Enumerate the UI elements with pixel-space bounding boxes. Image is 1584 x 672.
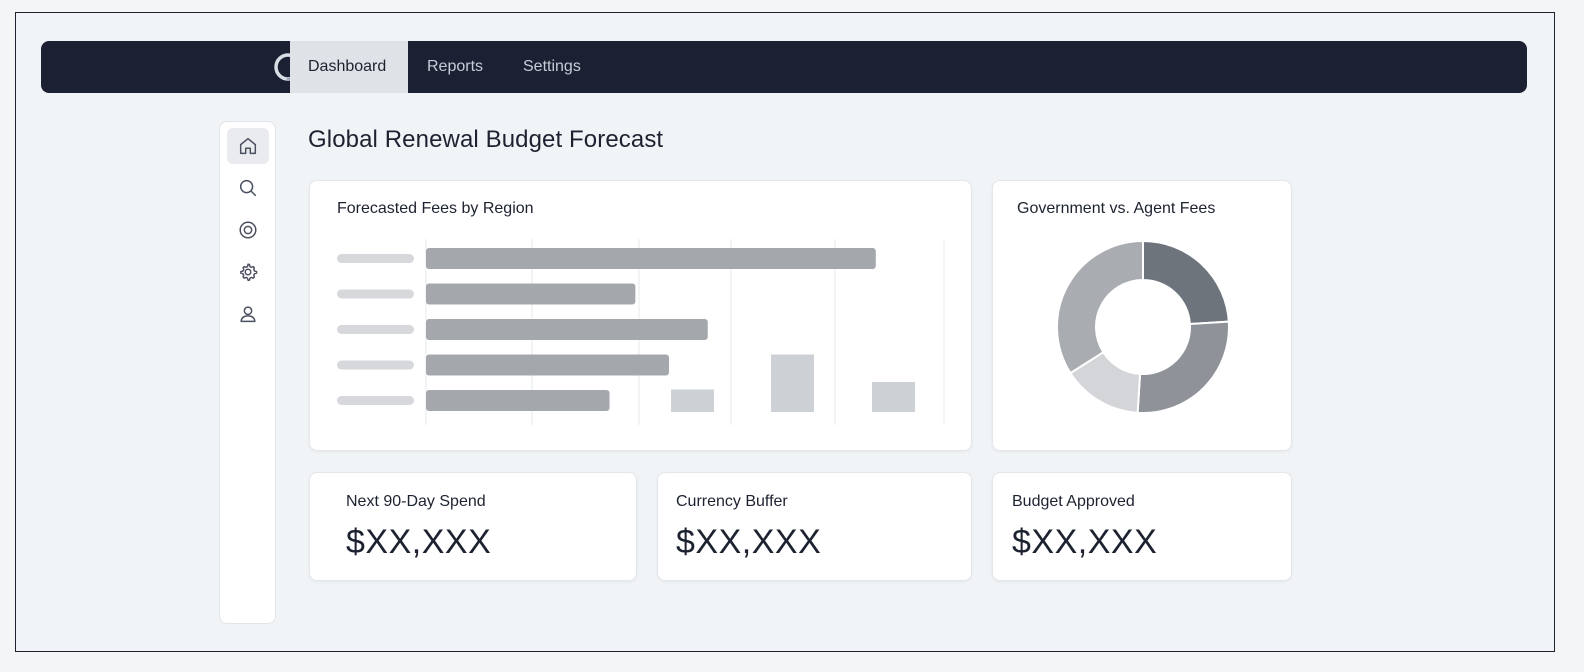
target-icon — [239, 221, 257, 239]
bar — [426, 354, 669, 376]
page-title: Global Renewal Budget Forecast — [308, 126, 664, 153]
bar-chart-title: Forecasted Fees by Region — [337, 200, 534, 217]
donut-slice — [1136, 320, 1230, 414]
top-navbar: Dashboard Reports Settings — [41, 41, 1527, 93]
kpi-card-currency: Currency Buffer $XX,XXX — [657, 472, 972, 581]
sidebar-item-settings[interactable] — [227, 254, 269, 290]
bar — [426, 248, 876, 269]
kpi-value: $XX,XXX — [676, 523, 822, 561]
donut-chart-card: Government vs. Agent Fees — [992, 180, 1292, 451]
kpi-card-spend: Next 90-Day Spend $XX,XXX — [309, 472, 637, 581]
sidebar-item-search[interactable] — [227, 170, 269, 206]
search-icon — [239, 179, 257, 197]
bar — [426, 390, 610, 411]
donut-chart — [1056, 239, 1230, 414]
bar-chart-card: Forecasted Fees by Region — [309, 180, 972, 451]
user-icon — [240, 306, 256, 323]
bar — [771, 354, 814, 412]
kpi-label: Next 90-Day Spend — [346, 493, 486, 510]
bar-label-placeholder — [337, 289, 414, 299]
donut-slice — [1056, 239, 1144, 375]
kpi-label: Budget Approved — [1012, 493, 1135, 510]
sidebar-item-profile[interactable] — [227, 296, 269, 332]
home-icon — [239, 137, 257, 155]
bar-chart — [337, 239, 945, 425]
kpi-value: $XX,XXX — [346, 523, 492, 561]
kpi-value: $XX,XXX — [1012, 523, 1158, 561]
bar-label-placeholder — [337, 325, 414, 334]
tab-reports[interactable]: Reports — [427, 58, 484, 75]
bar — [671, 389, 714, 412]
sidebar-item-target[interactable] — [227, 212, 269, 248]
bar-label-placeholder — [337, 360, 414, 370]
bar — [872, 382, 915, 412]
bar — [426, 283, 636, 305]
kpi-label: Currency Buffer — [676, 493, 788, 510]
bar — [426, 319, 708, 340]
sidebar — [219, 121, 276, 624]
bar-label-placeholder — [337, 396, 414, 405]
kpi-card-approved: Budget Approved $XX,XXX — [992, 472, 1292, 581]
bar-label-placeholder — [337, 254, 414, 263]
donut-slice — [1142, 239, 1230, 326]
sidebar-item-home[interactable] — [227, 128, 269, 164]
tab-dashboard[interactable]: Dashboard — [290, 41, 408, 93]
tab-settings[interactable]: Settings — [523, 58, 581, 75]
donut-chart-title: Government vs. Agent Fees — [1017, 200, 1216, 217]
gear-icon — [240, 263, 258, 281]
